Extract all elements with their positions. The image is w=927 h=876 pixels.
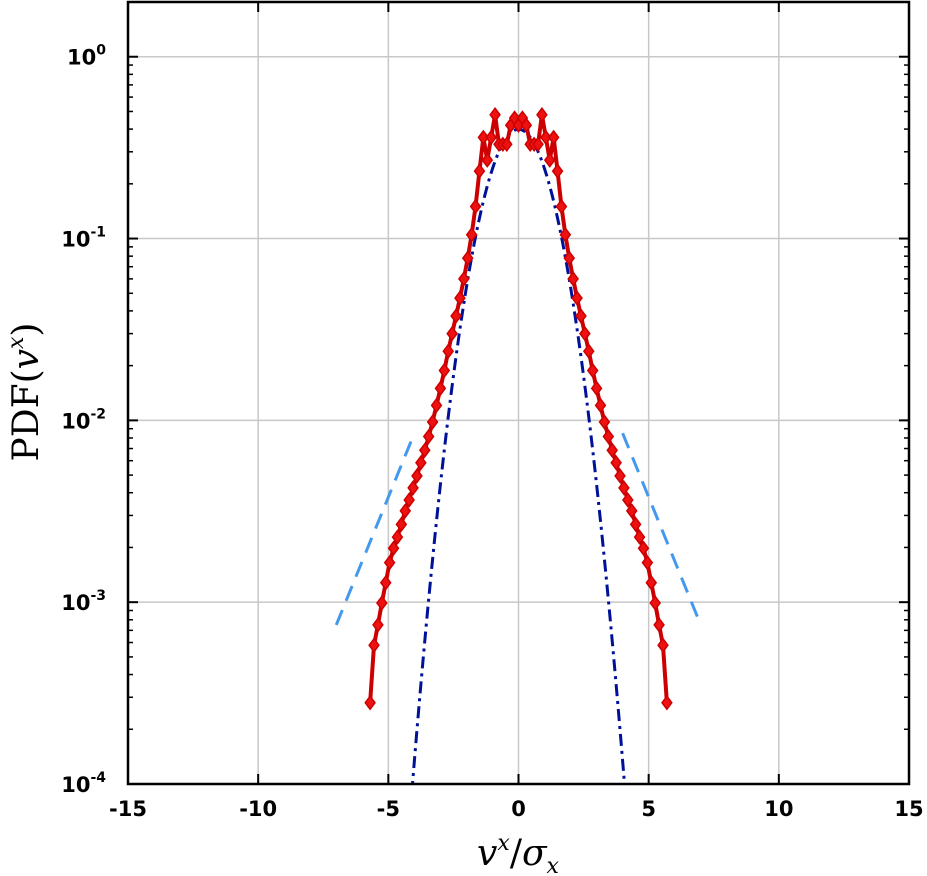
data-point-marker [372, 617, 384, 633]
data-point-marker [446, 325, 458, 342]
y-tick-label: 10-2 [61, 406, 106, 433]
data-point-marker [489, 106, 501, 123]
data-point-marker [582, 343, 595, 359]
data-point-marker [543, 152, 556, 168]
data-point-marker [387, 540, 400, 556]
data-point-marker [465, 226, 478, 243]
tick-marks [128, 1, 909, 784]
data-point-marker [586, 362, 599, 379]
data-point-marker [422, 428, 435, 445]
data-point-marker [649, 595, 661, 611]
data-point-marker [481, 152, 494, 168]
data-point-marker [376, 595, 388, 611]
data-point-marker [415, 454, 427, 471]
data-point-marker [411, 468, 423, 484]
x-tick-label: 15 [894, 797, 923, 821]
x-tick-label: 10 [764, 797, 793, 821]
data-point-marker [657, 637, 669, 653]
x-tick-label: -10 [239, 797, 277, 821]
data-point-marker [645, 574, 658, 591]
y-tick-label: 10-3 [61, 588, 106, 615]
data-point-marker [579, 325, 591, 342]
data-point-marker [559, 226, 572, 243]
y-tick-label: 10-4 [61, 770, 106, 797]
data-point-marker [379, 574, 392, 591]
data-point-marker [442, 343, 455, 359]
y-tick-labels: 10-4 10-3 10-2 10-1 100 [61, 43, 106, 797]
data-point-marker [567, 271, 579, 287]
data-point-marker [461, 250, 474, 266]
data-point-marker [458, 271, 470, 287]
y-tick-label: 10-1 [61, 225, 106, 252]
tail-guide-line [334, 432, 416, 626]
data-point-marker [368, 637, 380, 653]
data-point-marker [536, 106, 548, 123]
data-point-marker [625, 503, 638, 519]
y-axis-title: PDF(vx) [4, 323, 47, 462]
data-point-marker [633, 529, 646, 545]
data-point-marker [571, 290, 583, 306]
x-tick-label: -15 [109, 797, 147, 821]
data-point-marker [575, 308, 587, 324]
tail-guide-line [621, 432, 703, 626]
x-tick-labels: -15 -10 -5 0 5 10 15 [109, 797, 924, 821]
data-point-marker [383, 554, 396, 571]
data-point-marker [450, 308, 462, 324]
data-point-marker [563, 250, 576, 266]
data-point-marker [610, 454, 622, 471]
x-tick-label: -5 [377, 797, 400, 821]
data-point-marker [477, 129, 490, 146]
data-point-marker [438, 362, 451, 379]
data-point-marker [473, 163, 486, 179]
data-point-marker [532, 136, 544, 153]
data-point-marker [364, 694, 376, 711]
data-point-marker [594, 397, 607, 414]
data-point-marker [606, 442, 619, 458]
data-point-marker [426, 414, 439, 430]
data-point-marker [637, 540, 650, 556]
data-point-marker [520, 117, 533, 133]
data-point-marker [454, 290, 466, 306]
data-point-marker [622, 492, 634, 508]
data-point-marker [614, 468, 626, 484]
data-point-marker [555, 198, 568, 215]
data-point-marker [469, 198, 482, 215]
data-point-marker [598, 414, 611, 430]
data-point-marker [395, 516, 408, 533]
data-point-marker [540, 129, 552, 146]
data-point-marker [629, 516, 642, 533]
data-point-marker [403, 492, 415, 508]
data-point-marker [551, 163, 564, 179]
data-point-marker [602, 428, 615, 445]
data-point-marker [547, 129, 560, 146]
data-point-marker [500, 136, 513, 153]
data-point-marker [407, 480, 419, 496]
data-point-marker [641, 554, 654, 571]
data-point-marker [485, 129, 497, 146]
data-point-marker [653, 617, 665, 633]
series-layer [334, 106, 703, 784]
data-point-marker [590, 380, 603, 397]
x-axis-title: vx/σx [477, 831, 559, 876]
data-point-marker [661, 694, 673, 711]
data-point-marker [399, 503, 412, 519]
x-tick-label: 0 [511, 797, 526, 821]
data-point-marker [434, 380, 447, 397]
data-point-marker [618, 480, 630, 496]
data-point-marker [418, 442, 431, 458]
data-point-marker [430, 397, 443, 414]
x-tick-label: 5 [641, 797, 656, 821]
y-tick-label: 100 [67, 43, 106, 70]
data-point-marker [391, 529, 404, 545]
